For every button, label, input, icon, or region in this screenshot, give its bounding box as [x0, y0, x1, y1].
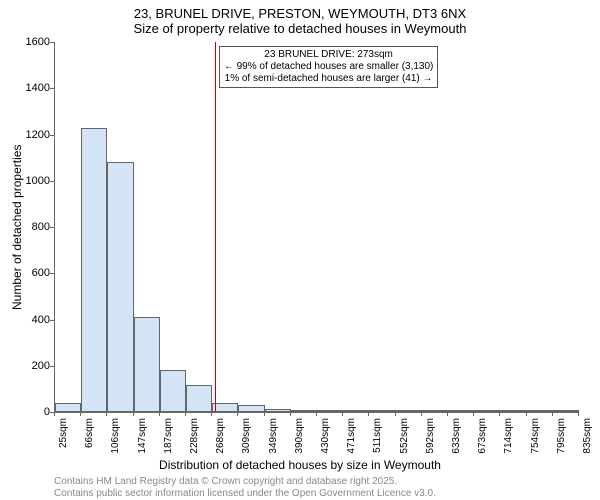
histogram-bar [186, 385, 212, 412]
xtick-mark [185, 412, 186, 416]
histogram-bar [448, 410, 474, 412]
ytick-label: 200 [32, 360, 50, 372]
histogram-bar [369, 410, 395, 412]
annotation-line3: 1% of semi-detached houses are larger (4… [224, 73, 434, 85]
marker-line [215, 42, 216, 412]
xtick-mark [80, 412, 81, 416]
histogram-bar [317, 410, 343, 412]
histogram-bar [500, 410, 526, 412]
annotation-box: 23 BRUNEL DRIVE: 273sqm ← 99% of detache… [219, 46, 439, 88]
footer-line2: Contains public sector information licen… [54, 488, 436, 500]
ytick-label: 1400 [26, 82, 50, 94]
histogram-bar [55, 403, 81, 412]
ytick-label: 1200 [26, 129, 50, 141]
xtick-mark [526, 412, 527, 416]
title-line1: 23, BRUNEL DRIVE, PRESTON, WEYMOUTH, DT3… [0, 6, 600, 21]
xtick-label: 390sqm [294, 418, 305, 454]
xtick-label: 795sqm [556, 418, 567, 454]
xtick-mark [106, 412, 107, 416]
histogram-bar [107, 162, 133, 412]
histogram-bar [527, 410, 553, 412]
histogram-bar [422, 410, 448, 412]
xtick-mark [421, 412, 422, 416]
xtick-label: 25sqm [58, 418, 69, 448]
xtick-mark [316, 412, 317, 416]
xtick-mark [447, 412, 448, 416]
title-block: 23, BRUNEL DRIVE, PRESTON, WEYMOUTH, DT3… [0, 0, 600, 36]
ytick-label: 1000 [26, 175, 50, 187]
xtick-label: 511sqm [372, 418, 383, 453]
xtick-mark [264, 412, 265, 416]
histogram-bar [238, 405, 264, 412]
footer-line1: Contains HM Land Registry data © Crown c… [54, 476, 436, 488]
histogram-bar [265, 409, 291, 412]
xtick-mark [237, 412, 238, 416]
chart-container: 23, BRUNEL DRIVE, PRESTON, WEYMOUTH, DT3… [0, 0, 600, 500]
xtick-label: 349sqm [268, 418, 279, 454]
xtick-mark [133, 412, 134, 416]
xtick-label: 552sqm [399, 418, 410, 454]
histogram-bar [474, 410, 500, 412]
ytick-label: 1600 [26, 36, 50, 48]
xtick-label: 592sqm [425, 418, 436, 454]
xtick-label: 268sqm [215, 418, 226, 454]
xtick-label: 66sqm [84, 418, 95, 448]
ytick-label: 800 [32, 221, 50, 233]
xtick-mark [342, 412, 343, 416]
xtick-mark [159, 412, 160, 416]
xtick-label: 471sqm [346, 418, 357, 454]
footer: Contains HM Land Registry data © Crown c… [54, 476, 436, 500]
histogram-bar [81, 128, 107, 412]
xtick-mark [211, 412, 212, 416]
xtick-label: 187sqm [163, 418, 174, 454]
xtick-label: 714sqm [503, 418, 514, 454]
xtick-label: 147sqm [137, 418, 148, 454]
histogram-bar [343, 410, 369, 412]
xtick-mark [290, 412, 291, 416]
xtick-mark [54, 412, 55, 416]
histogram-bar [553, 410, 579, 412]
xtick-label: 106sqm [110, 418, 121, 454]
plot-area: 23 BRUNEL DRIVE: 273sqm ← 99% of detache… [54, 42, 579, 413]
y-axis-label: Number of detached properties [10, 145, 24, 310]
annotation-line1: 23 BRUNEL DRIVE: 273sqm [224, 49, 434, 61]
xtick-mark [368, 412, 369, 416]
xtick-label: 228sqm [189, 418, 200, 454]
xtick-label: 673sqm [477, 418, 488, 454]
xtick-label: 309sqm [241, 418, 252, 454]
histogram-bar [212, 403, 238, 412]
xtick-mark [499, 412, 500, 416]
xtick-mark [473, 412, 474, 416]
xtick-mark [395, 412, 396, 416]
ytick-label: 400 [32, 314, 50, 326]
xtick-mark [578, 412, 579, 416]
xtick-label: 633sqm [451, 418, 462, 454]
xtick-label: 835sqm [582, 418, 593, 454]
histogram-bar [396, 410, 422, 412]
histogram-bar [160, 370, 186, 412]
histogram-bar [134, 317, 160, 412]
xtick-label: 430sqm [320, 418, 331, 454]
histogram-bar [291, 410, 317, 412]
annotation-line2: ← 99% of detached houses are smaller (3,… [224, 61, 434, 73]
xtick-mark [552, 412, 553, 416]
xtick-label: 754sqm [530, 418, 541, 454]
title-line2: Size of property relative to detached ho… [0, 21, 600, 36]
ytick-label: 600 [32, 267, 50, 279]
x-axis-label: Distribution of detached houses by size … [0, 458, 600, 472]
